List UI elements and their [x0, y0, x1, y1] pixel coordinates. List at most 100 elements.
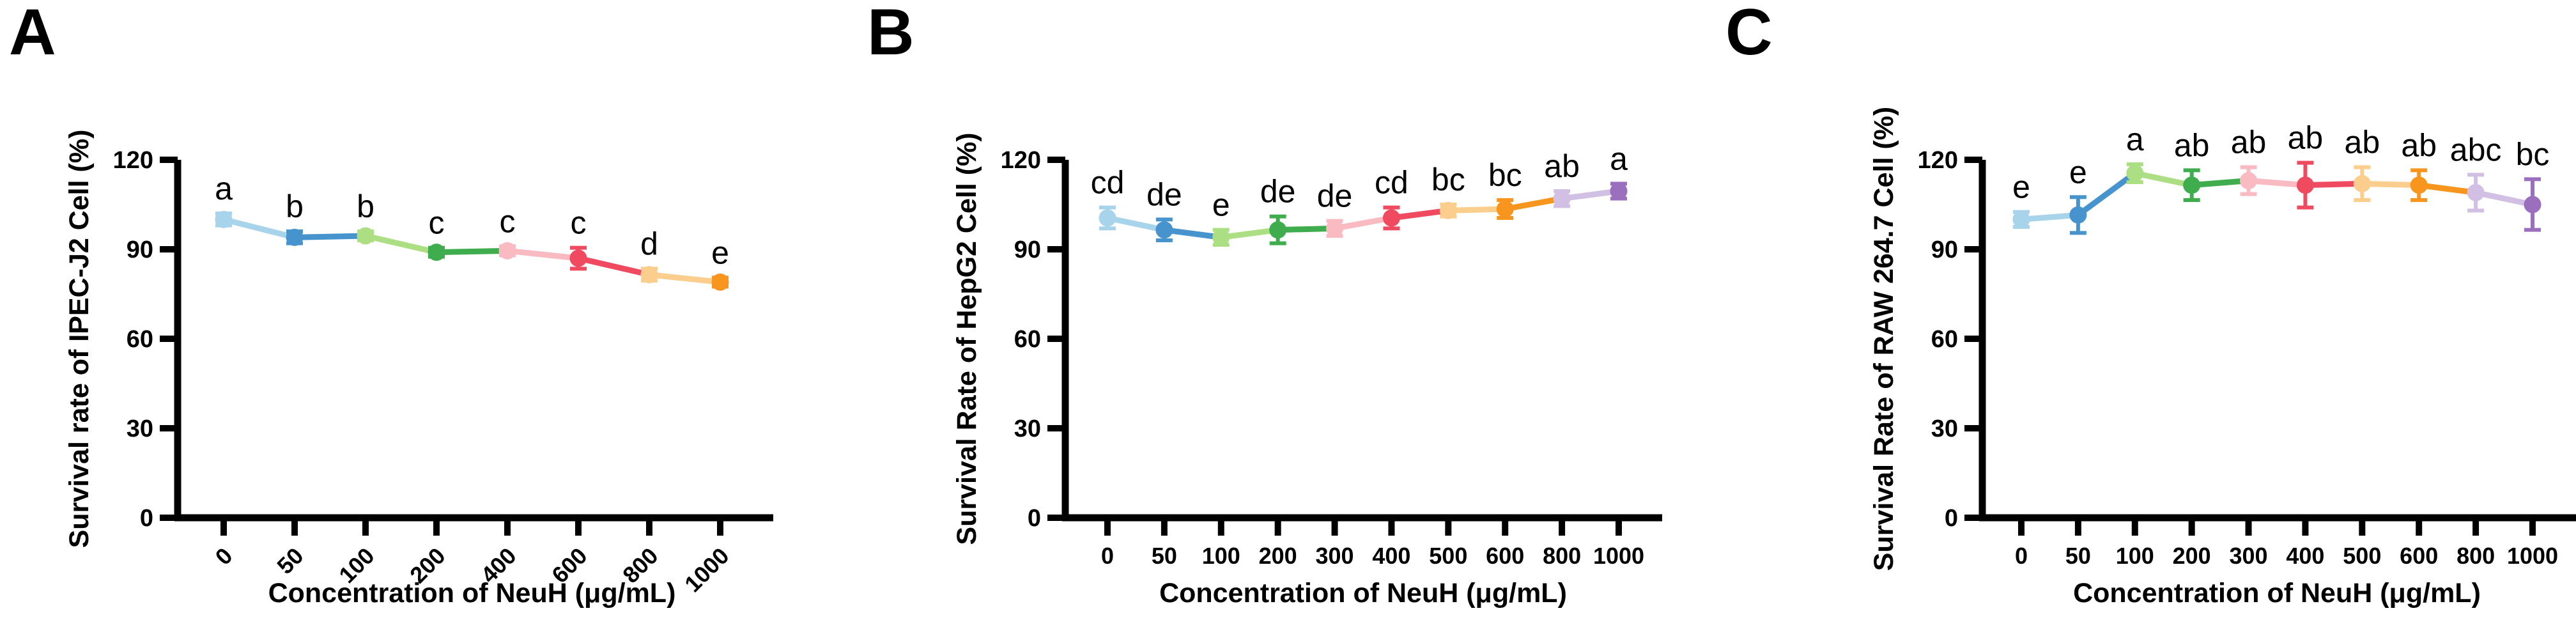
sig-letter: ab	[2345, 125, 2380, 160]
x-tick-label: 100	[2116, 543, 2154, 569]
y-tick-label: 0	[1945, 505, 1958, 532]
x-tick-label: 300	[2230, 543, 2268, 569]
data-point	[640, 266, 658, 284]
series-segment	[2475, 189, 2533, 208]
sig-letter: b	[286, 189, 304, 224]
x-tick-label: 50	[272, 543, 308, 579]
series-segment	[294, 233, 366, 240]
y-tick-label: 60	[1014, 326, 1041, 353]
sig-letter: e	[2069, 154, 2087, 190]
sig-letter: ab	[2174, 127, 2210, 163]
y-tick-label: 30	[1931, 415, 1958, 442]
data-point	[2410, 176, 2428, 194]
data-point	[1382, 209, 1400, 227]
x-tick-label: 0	[2015, 543, 2028, 569]
data-point	[215, 210, 233, 228]
sig-letter: d	[640, 226, 658, 261]
series-segment	[364, 233, 438, 256]
series-segment	[2191, 178, 2249, 189]
panel-C: C 0 30 60 90 120 0 50 100 200 300 400 500 600 800 1000…	[1716, 0, 2576, 636]
sig-letter: e	[1212, 187, 1230, 223]
data-point	[1326, 219, 1344, 237]
data-point	[1155, 221, 1173, 239]
x-axis-title: Concentration of NeuH (μg/mL)	[268, 578, 676, 609]
x-tick-label: 1000	[2507, 543, 2558, 569]
x-tick-label: 400	[2286, 543, 2324, 569]
series-segment	[1334, 215, 1392, 231]
series-segment	[2362, 180, 2419, 189]
x-tick-label: 50	[1152, 543, 1177, 569]
y-tick-label: 120	[1918, 147, 1958, 174]
sig-letter: abc	[2450, 132, 2502, 167]
data-point	[2296, 176, 2314, 194]
x-axis-title: Concentration of NeuH (μg/mL)	[2073, 578, 2481, 609]
data-point	[2183, 176, 2201, 194]
sig-letter: ab	[2288, 120, 2324, 156]
sig-letter: a	[1610, 141, 1628, 176]
panel-label-B: B	[867, 0, 914, 68]
y-axis-title: Survival rate of IPEC-J2 Cell (%)	[64, 130, 95, 548]
series-segment	[222, 216, 296, 240]
y-tick-label: 60	[1931, 326, 1958, 353]
y-tick-label: 0	[140, 505, 153, 532]
x-tick-label: 200	[1259, 543, 1297, 569]
y-tick-label: 30	[1014, 415, 1041, 442]
x-tick-label: 0	[1101, 543, 1114, 569]
data-point	[711, 273, 729, 291]
sig-letter: c	[429, 205, 445, 241]
sig-letter: bc	[1431, 162, 1465, 198]
panel-A: A 0 30 60 90 120 0 50 100 200 400 600 800 1000 Concen…	[0, 0, 858, 636]
data-point	[1610, 182, 1628, 200]
x-tick-label: 600	[1486, 543, 1524, 569]
data-point	[2467, 183, 2485, 201]
series-segment	[1221, 227, 1279, 240]
data-point	[2524, 196, 2541, 213]
x-tick-label: 50	[2065, 543, 2091, 569]
sig-letter: c	[500, 203, 516, 239]
series-segment	[1448, 206, 1506, 213]
data-point	[498, 242, 516, 260]
y-tick-label: 60	[127, 326, 153, 353]
sig-letter: ab	[1544, 148, 1580, 184]
data-point	[357, 227, 374, 245]
x-tick-label: 500	[2343, 543, 2381, 569]
data-point	[569, 249, 587, 267]
x-tick-label: 0	[210, 543, 238, 570]
series-segment	[507, 247, 579, 261]
x-tick-label: 200	[2173, 543, 2211, 569]
data-point	[1496, 200, 1514, 218]
series-segment	[2305, 180, 2363, 189]
y-tick-label: 120	[1001, 147, 1041, 174]
sig-letter: a	[2126, 121, 2144, 157]
x-axis-title: Concentration of NeuH (μg/mL)	[1159, 578, 1567, 609]
sig-letter: de	[1317, 178, 1353, 214]
sig-letter: cd	[1091, 165, 1125, 201]
sig-letter: de	[1146, 176, 1182, 212]
x-tick-label: 500	[1429, 543, 1467, 569]
series-segment	[1561, 188, 1619, 202]
sig-letter: bc	[1488, 157, 1522, 193]
series-segment	[1277, 225, 1335, 233]
x-tick-label: 1000	[679, 543, 734, 598]
y-tick-label: 90	[1931, 237, 1958, 263]
sig-letter: c	[571, 205, 587, 241]
y-axis-title: Survival Rate of RAW 264.7 Cell (%)	[1869, 107, 1899, 571]
series-segment	[2134, 170, 2193, 189]
y-tick-label: 0	[1028, 505, 1041, 532]
data-point	[1269, 221, 1287, 239]
data-point	[2240, 172, 2258, 190]
sig-letter: ab	[2231, 125, 2267, 160]
data-point	[428, 244, 445, 261]
y-tick-label: 120	[113, 147, 153, 174]
sig-letter: b	[357, 189, 374, 224]
y-axis-title: Survival Rate of HepG2 Cell (%)	[952, 132, 982, 545]
x-tick-label: 1000	[1593, 543, 1644, 569]
data-point	[286, 228, 304, 246]
panel-label-A: A	[9, 0, 56, 68]
sig-letter: cd	[1375, 165, 1408, 201]
sig-letter: e	[711, 235, 729, 270]
data-point	[1099, 209, 1116, 227]
x-tick-label: 800	[2456, 543, 2495, 569]
data-point	[1439, 201, 1457, 219]
